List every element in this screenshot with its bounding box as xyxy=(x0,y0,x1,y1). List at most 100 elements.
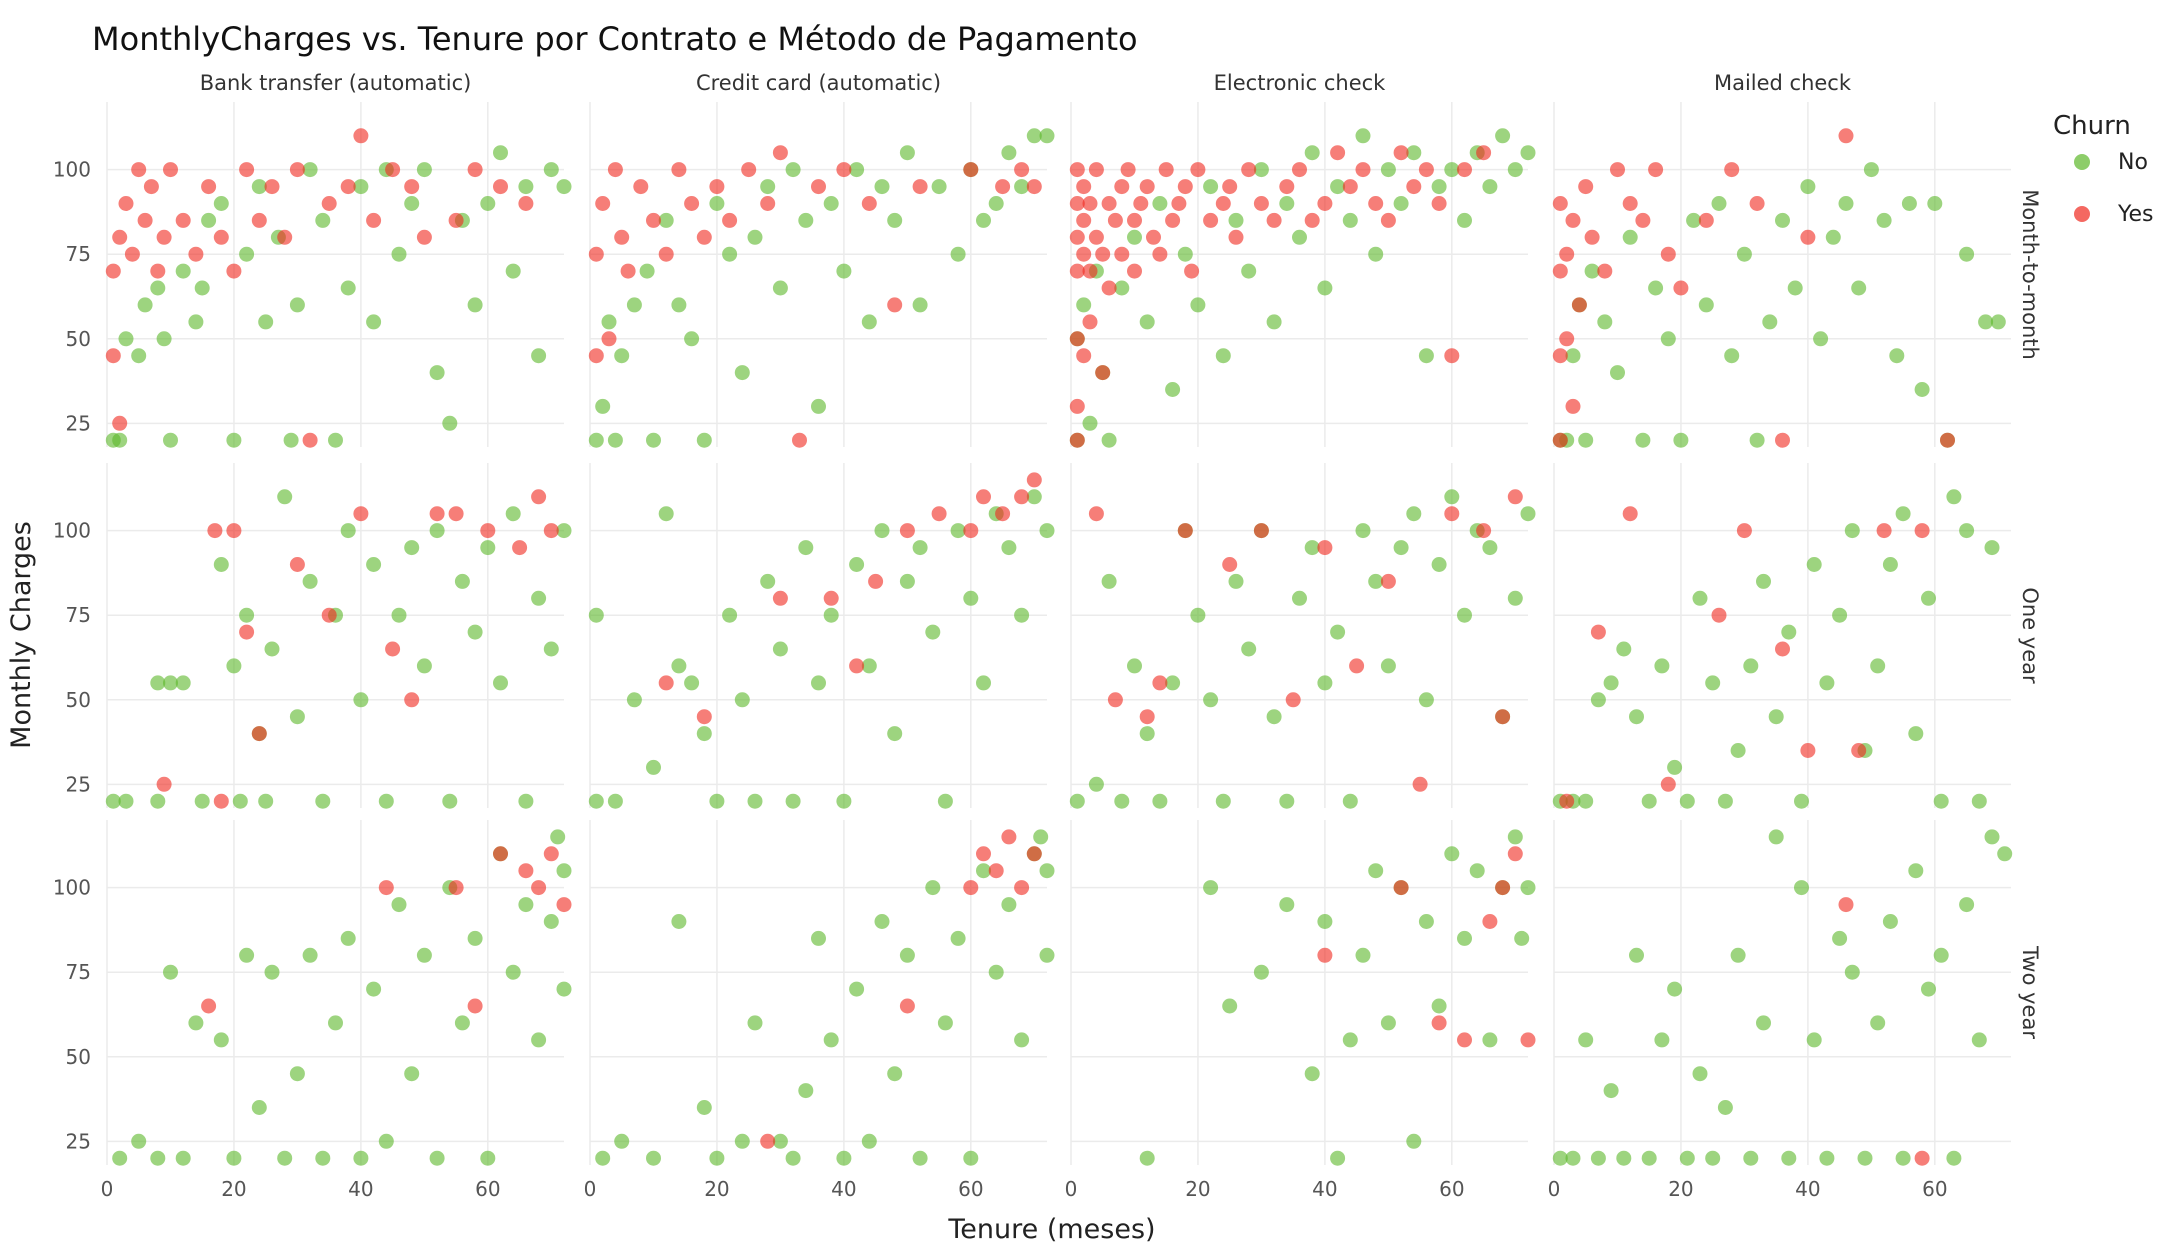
point-churn-no xyxy=(1266,314,1282,330)
point-churn-yes xyxy=(899,523,915,539)
point-churn-no xyxy=(454,1015,470,1031)
point-churn-no xyxy=(353,692,369,708)
point-churn-no xyxy=(1304,540,1320,556)
point-churn-yes xyxy=(213,793,229,809)
point-churn-no xyxy=(646,1150,661,1166)
point-churn-no xyxy=(931,179,947,195)
point-churn-yes xyxy=(722,212,738,228)
point-churn-no xyxy=(1787,280,1803,296)
point-churn-no xyxy=(601,314,617,330)
point-churn-no xyxy=(899,145,915,161)
point-churn-no xyxy=(1743,1150,1759,1166)
point-churn-yes xyxy=(1800,229,1816,245)
point-churn-yes xyxy=(1317,947,1333,963)
point-churn-no xyxy=(836,793,852,809)
point-churn-yes xyxy=(1444,348,1460,364)
point-churn-yes xyxy=(1584,229,1600,245)
point-churn-no xyxy=(302,947,318,963)
point-churn-no xyxy=(467,624,483,640)
point-churn-no xyxy=(823,1032,839,1048)
point-churn-yes xyxy=(1749,196,1765,211)
point-churn-yes xyxy=(887,297,903,313)
point-churn-yes xyxy=(1724,162,1740,178)
point-churn-no xyxy=(696,1100,712,1115)
point-churn-yes xyxy=(1127,212,1142,228)
point-churn-no xyxy=(118,793,134,809)
point-churn-no xyxy=(543,162,559,178)
point-churn-yes xyxy=(963,880,979,896)
point-churn-no xyxy=(467,930,483,946)
point-churn-yes xyxy=(289,557,305,572)
y-tick-label: 75 xyxy=(66,242,91,266)
point-churn-no xyxy=(912,540,928,556)
panel-points-2-3 xyxy=(1552,829,2013,1166)
point-churn-no xyxy=(1698,297,1714,313)
point-churn-no xyxy=(976,863,991,879)
point-churn-no xyxy=(874,523,890,539)
panel-points-1-2 xyxy=(1069,489,1536,809)
column-strip-label: Credit card (automatic) xyxy=(696,71,941,95)
point-churn-no xyxy=(1971,1032,1987,1048)
point-churn-yes xyxy=(963,162,979,178)
point-churn-yes xyxy=(1133,196,1149,211)
point-churn-no xyxy=(709,196,725,211)
y-axis-title: Monthly Charges xyxy=(6,521,37,749)
point-churn-no xyxy=(531,1032,547,1048)
point-churn-no xyxy=(131,1133,147,1149)
point-churn-no xyxy=(1279,196,1295,211)
point-churn-yes xyxy=(1507,489,1523,505)
point-churn-no xyxy=(1088,776,1104,792)
point-churn-yes xyxy=(1635,212,1651,228)
point-churn-no xyxy=(1393,196,1409,211)
point-churn-yes xyxy=(1120,162,1136,178)
point-churn-no xyxy=(925,624,941,640)
point-churn-yes xyxy=(836,162,852,178)
point-churn-yes xyxy=(1380,212,1396,228)
point-churn-yes xyxy=(1660,246,1676,262)
point-churn-yes xyxy=(1069,196,1085,211)
point-churn-yes xyxy=(607,162,623,178)
point-churn-no xyxy=(1203,692,1219,708)
point-churn-yes xyxy=(1552,196,1568,211)
point-churn-no xyxy=(1457,930,1472,946)
x-tick-label: 60 xyxy=(475,1177,500,1201)
point-churn-yes xyxy=(988,863,1004,879)
point-churn-yes xyxy=(467,162,483,178)
point-churn-yes xyxy=(467,998,483,1014)
point-churn-yes xyxy=(1177,179,1193,195)
point-churn-no xyxy=(1984,829,2000,845)
x-tick-label: 60 xyxy=(958,1177,983,1201)
point-churn-no xyxy=(1418,914,1434,929)
point-churn-yes xyxy=(366,212,382,228)
point-churn-yes xyxy=(251,212,267,228)
point-churn-no xyxy=(1610,365,1625,381)
y-tick-label: 50 xyxy=(66,1045,91,1069)
point-churn-no xyxy=(1889,348,1905,364)
point-churn-yes xyxy=(1838,128,1854,144)
point-churn-no xyxy=(467,297,483,313)
point-churn-yes xyxy=(543,523,559,539)
point-churn-no xyxy=(1990,314,2006,330)
point-churn-no xyxy=(1927,196,1943,211)
point-churn-no xyxy=(1933,947,1949,963)
point-churn-no xyxy=(194,793,210,809)
point-churn-yes xyxy=(480,523,496,539)
point-churn-no xyxy=(1228,212,1244,228)
point-churn-yes xyxy=(1559,793,1575,809)
point-churn-yes xyxy=(201,998,217,1014)
point-churn-no xyxy=(1355,523,1371,539)
point-churn-yes xyxy=(207,523,223,539)
point-churn-yes xyxy=(1736,523,1752,539)
point-churn-yes xyxy=(1552,432,1568,448)
point-churn-no xyxy=(1667,759,1683,775)
point-churn-no xyxy=(283,432,299,448)
point-churn-no xyxy=(1959,897,1975,913)
point-churn-yes xyxy=(512,540,528,556)
point-churn-yes xyxy=(1412,776,1428,792)
point-churn-no xyxy=(454,573,470,589)
point-churn-yes xyxy=(226,263,242,279)
facet-panel-0-0 xyxy=(106,102,564,447)
point-churn-no xyxy=(1882,557,1898,572)
point-churn-no xyxy=(232,793,248,809)
point-churn-no xyxy=(1101,573,1117,589)
